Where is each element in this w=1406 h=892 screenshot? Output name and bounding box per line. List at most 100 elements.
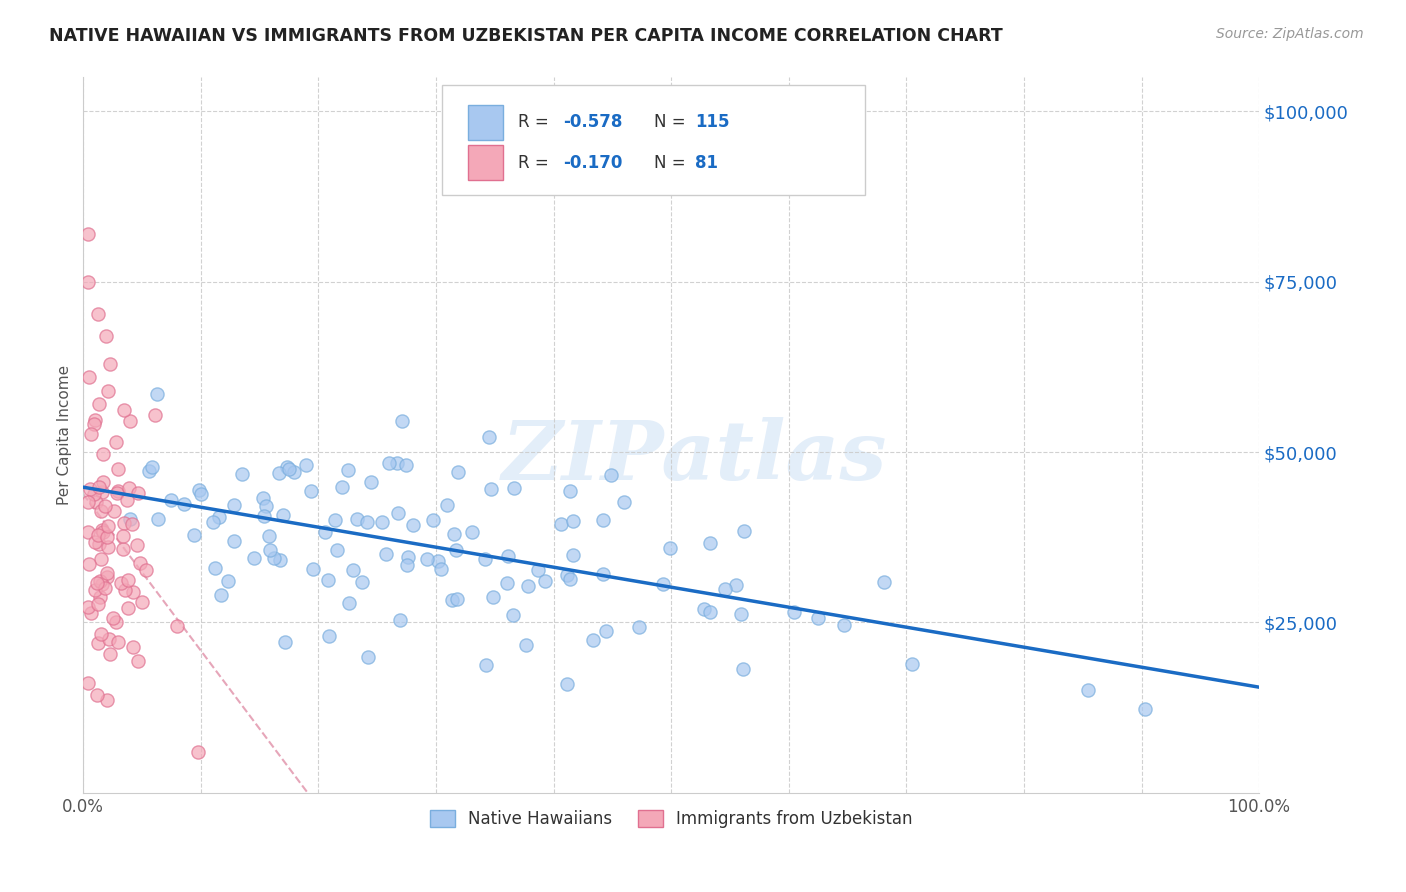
Point [105,486,128,500]
Point [91,525,114,540]
Point [103,611,125,625]
Point [533,574,555,589]
Point [127,654,149,668]
Point [387,506,409,520]
Point [371,515,394,529]
Point [396,558,419,573]
Point [461,525,484,540]
Point [337,596,360,610]
Point [478,430,501,444]
Point [77,524,100,539]
Point [77,558,100,572]
Point [267,466,290,480]
Point [86,688,108,702]
Point [97,540,120,554]
Point [127,538,149,552]
Text: 115: 115 [695,113,730,131]
Point [558,483,581,498]
Point [86,575,108,590]
Point [141,459,163,474]
Text: ZIPatlas: ZIPatlas [502,417,887,497]
Point [86,307,108,321]
Point [396,549,419,564]
FancyBboxPatch shape [441,85,865,195]
Point [391,414,413,428]
Point [117,573,139,587]
Legend: Native Hawaiians, Immigrants from Uzbekistan: Native Hawaiians, Immigrants from Uzbeki… [423,803,920,834]
Point [725,578,748,592]
Point [402,518,425,533]
Point [502,481,524,495]
Point [733,524,755,538]
Point [98,647,121,661]
Point [166,619,188,633]
Point [356,515,378,529]
Point [105,615,128,630]
Point [444,542,467,557]
Point [731,662,754,676]
Point [114,583,136,598]
Point [112,403,135,417]
Point [146,387,169,401]
Point [651,577,673,591]
Point [87,597,110,611]
Point [96,530,118,544]
Point [561,548,583,562]
Point [527,563,550,577]
Point [378,456,401,470]
Point [83,487,105,501]
Point [582,632,605,647]
Point [443,527,465,541]
Point [202,515,225,529]
Point [699,605,721,619]
Point [1077,682,1099,697]
Point [253,508,276,523]
Point [482,590,505,604]
Point [138,464,160,478]
Point [86,528,108,542]
Point [599,467,621,482]
Point [93,581,115,595]
Point [209,588,232,602]
Point [330,480,353,494]
Text: NATIVE HAWAIIAN VS IMMIGRANTS FROM UZBEKISTAN PER CAPITA INCOME CORRELATION CHAR: NATIVE HAWAIIAN VS IMMIGRANTS FROM UZBEK… [49,27,1002,45]
Text: 81: 81 [695,153,717,171]
Point [259,542,281,557]
Point [342,563,364,577]
Point [77,675,100,690]
Point [96,569,118,583]
Point [121,516,143,531]
Point [112,528,135,542]
Point [107,484,129,499]
Point [76,227,98,241]
Point [112,541,135,556]
Point [97,519,120,533]
Point [208,510,231,524]
Point [84,494,107,508]
Point [90,626,112,640]
Point [1133,701,1156,715]
Point [97,384,120,398]
Point [429,562,451,576]
Point [96,693,118,707]
Point [79,482,101,496]
Point [783,605,806,619]
Point [77,275,100,289]
Point [80,427,103,442]
Point [91,484,114,499]
Point [515,639,537,653]
Point [254,499,277,513]
Point [117,601,139,615]
Text: R =: R = [519,153,554,171]
Point [134,563,156,577]
Point [190,486,212,500]
Point [447,466,470,480]
Point [115,493,138,508]
Point [222,534,245,549]
Point [276,459,298,474]
Point [627,620,650,634]
Point [77,370,100,384]
Point [112,516,135,530]
Point [80,607,103,621]
Point [699,536,721,550]
